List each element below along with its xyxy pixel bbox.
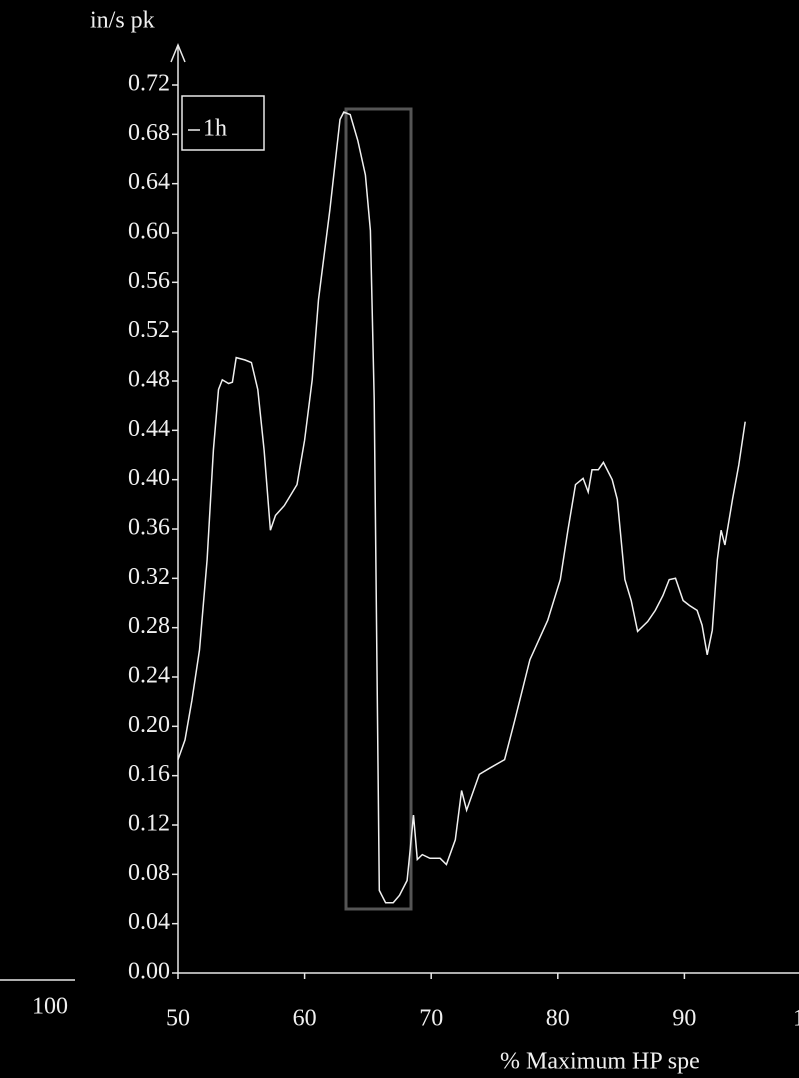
y-axis-label: in/s pk — [90, 8, 155, 34]
y-axis-arrow — [170, 43, 186, 63]
y-tick-label: 0.48 — [128, 367, 170, 393]
y-tick-label: 0.24 — [128, 663, 170, 689]
x-axis-label: % Maximum HP spe — [500, 1049, 700, 1075]
y-tick-label: 0.56 — [128, 268, 170, 294]
y-tick-label: 0.28 — [128, 613, 170, 639]
y-tick-label: 0.44 — [128, 416, 170, 442]
y-tick-label: 0.04 — [128, 909, 170, 935]
selection-box — [344, 107, 413, 911]
y-tick-label: 0.32 — [128, 564, 170, 590]
y-tick-label: 0.72 — [128, 71, 170, 97]
x-tick-label: 80 — [546, 1006, 570, 1032]
y-tick-label: 0.00 — [128, 959, 170, 985]
y-tick-label: 0.12 — [128, 811, 170, 837]
y-tick-label: 0.36 — [128, 515, 170, 541]
x-tick-label: 90 — [672, 1006, 696, 1032]
y-tick-label: 0.52 — [128, 317, 170, 343]
line-series — [177, 111, 746, 904]
x-tick-label: 50 — [166, 1006, 190, 1032]
y-tick-label: 0.08 — [128, 860, 170, 886]
legend-box — [181, 95, 265, 151]
y-tick-label: 0.68 — [128, 120, 170, 146]
x-tick-label: 60 — [293, 1006, 317, 1032]
y-tick-label: 0.64 — [128, 169, 170, 195]
y-tick-label: 0.20 — [128, 712, 170, 738]
y-tick-label: 0.60 — [128, 219, 170, 245]
y-tick-label: 0.40 — [128, 465, 170, 491]
x-tick-label: 100 — [32, 994, 68, 1020]
y-tick-label: 0.16 — [128, 761, 170, 787]
legend-label: 1h — [203, 116, 227, 142]
x-tick-label: 100 — [793, 1006, 799, 1032]
x-tick-label: 70 — [419, 1006, 443, 1032]
